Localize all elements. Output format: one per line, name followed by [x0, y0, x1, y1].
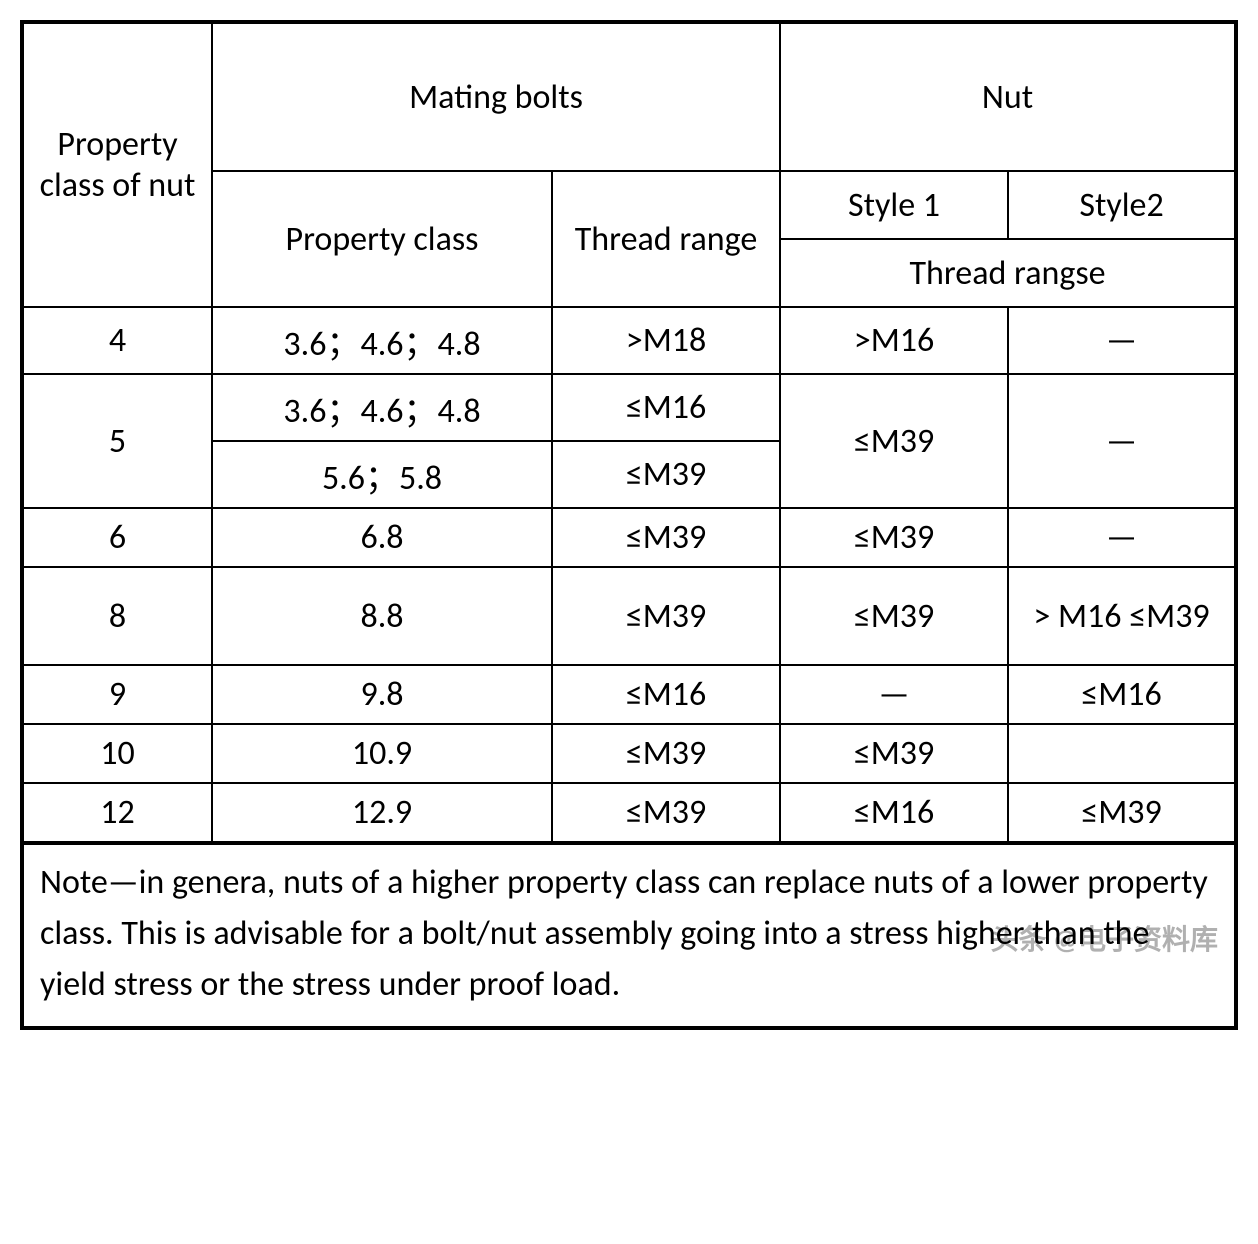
cell-style1: ≤M39 [780, 374, 1008, 508]
cell-style2: — [1008, 374, 1236, 508]
note-cell: Note—in genera, nuts of a higher propert… [22, 843, 1236, 1028]
cell-style1: ≤M39 [780, 567, 1008, 665]
note-text: Note—in genera, nuts of a higher propert… [40, 862, 1208, 1005]
table-row: 5 3.6；4.6；4.8 ≤M16 ≤M39 — [22, 374, 1236, 441]
cell-property-class: 9.8 [212, 665, 552, 724]
header-style-2: Style2 [1008, 171, 1236, 239]
cell-thread-range: >M18 [552, 307, 780, 374]
cell-property-class: 3.6；4.6；4.8 [212, 307, 552, 374]
header-style-1: Style 1 [780, 171, 1008, 239]
cell-style1: ≤M39 [780, 724, 1008, 783]
table-row: 9 9.8 ≤M16 — ≤M16 [22, 665, 1236, 724]
table-row: 4 3.6；4.6；4.8 >M18 >M16 — [22, 307, 1236, 374]
cell-style1: — [780, 665, 1008, 724]
cell-property-class: 8.8 [212, 567, 552, 665]
cell-property-class: 5.6；5.8 [212, 441, 552, 508]
cell-nut-class: 8 [22, 567, 212, 665]
cell-style2 [1008, 724, 1236, 783]
header-thread-rangse: Thread rangse [780, 239, 1236, 307]
cell-style2: — [1008, 508, 1236, 567]
cell-style2: — [1008, 307, 1236, 374]
cell-style1: ≤M39 [780, 508, 1008, 567]
header-nut: Nut [780, 22, 1236, 171]
header-property-class: Property class [212, 171, 552, 307]
cell-nut-class: 12 [22, 783, 212, 843]
note-row: Note—in genera, nuts of a higher propert… [22, 843, 1236, 1028]
cell-style2: ≤M39 [1008, 783, 1236, 843]
header-thread-range: Thread range [552, 171, 780, 307]
table-row: 10 10.9 ≤M39 ≤M39 [22, 724, 1236, 783]
cell-thread-range: ≤M39 [552, 567, 780, 665]
cell-style2: > M16 ≤M39 [1008, 567, 1236, 665]
cell-nut-class: 9 [22, 665, 212, 724]
cell-nut-class: 6 [22, 508, 212, 567]
table-row: 6 6.8 ≤M39 ≤M39 — [22, 508, 1236, 567]
cell-thread-range: ≤M39 [552, 783, 780, 843]
cell-style1: >M16 [780, 307, 1008, 374]
cell-style2: ≤M16 [1008, 665, 1236, 724]
cell-thread-range: ≤M39 [552, 724, 780, 783]
cell-thread-range: ≤M16 [552, 665, 780, 724]
cell-property-class: 6.8 [212, 508, 552, 567]
table-row: 12 12.9 ≤M39 ≤M16 ≤M39 [22, 783, 1236, 843]
cell-style1: ≤M16 [780, 783, 1008, 843]
cell-property-class: 10.9 [212, 724, 552, 783]
cell-property-class: 3.6；4.6；4.8 [212, 374, 552, 441]
table-row: 8 8.8 ≤M39 ≤M39 > M16 ≤M39 [22, 567, 1236, 665]
cell-property-class: 12.9 [212, 783, 552, 843]
header-mating-bolts: Mating bolts [212, 22, 780, 171]
cell-nut-class: 4 [22, 307, 212, 374]
header-property-class-of-nut: Property class of nut [22, 22, 212, 307]
cell-thread-range: ≤M39 [552, 441, 780, 508]
cell-thread-range: ≤M39 [552, 508, 780, 567]
cell-nut-class: 5 [22, 374, 212, 508]
cell-nut-class: 10 [22, 724, 212, 783]
cell-thread-range: ≤M16 [552, 374, 780, 441]
nut-property-table: Property class of nut Mating bolts Nut P… [20, 20, 1238, 1030]
